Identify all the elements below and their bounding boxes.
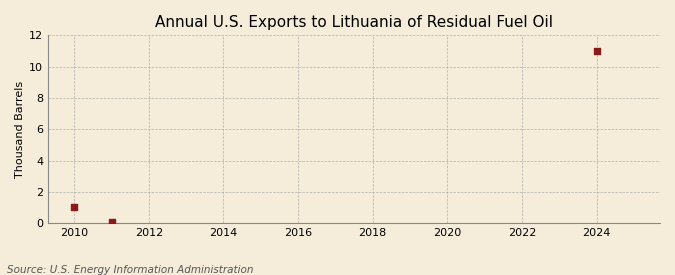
Point bbox=[591, 49, 602, 53]
Y-axis label: Thousand Barrels: Thousand Barrels bbox=[15, 81, 25, 178]
Point bbox=[69, 205, 80, 210]
Text: Source: U.S. Energy Information Administration: Source: U.S. Energy Information Administ… bbox=[7, 265, 253, 275]
Point bbox=[106, 220, 117, 225]
Title: Annual U.S. Exports to Lithuania of Residual Fuel Oil: Annual U.S. Exports to Lithuania of Resi… bbox=[155, 15, 553, 30]
